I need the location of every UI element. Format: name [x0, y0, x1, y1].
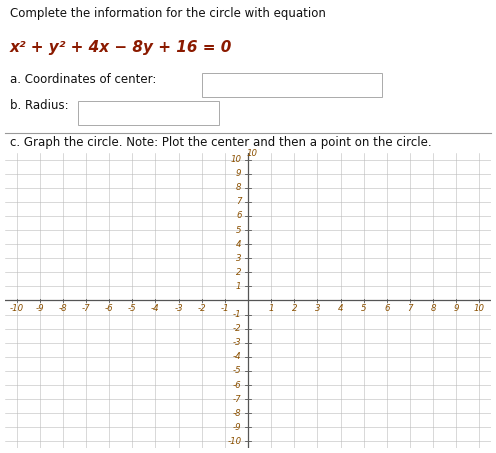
Text: -6: -6	[233, 381, 242, 390]
Text: 5: 5	[361, 304, 367, 313]
FancyBboxPatch shape	[202, 72, 382, 97]
Text: 8: 8	[431, 304, 436, 313]
Text: 10: 10	[231, 155, 242, 164]
Text: b. Radius:: b. Radius:	[10, 99, 68, 112]
Text: -5: -5	[233, 366, 242, 376]
Text: -10: -10	[227, 437, 242, 446]
Text: 6: 6	[384, 304, 390, 313]
Text: a. Coordinates of center:: a. Coordinates of center:	[10, 72, 156, 86]
Text: -5: -5	[128, 304, 136, 313]
Text: -2: -2	[233, 324, 242, 333]
Text: x² + y² + 4x − 8y + 16 = 0: x² + y² + 4x − 8y + 16 = 0	[10, 40, 232, 55]
Text: 10: 10	[474, 304, 485, 313]
Text: 4: 4	[338, 304, 343, 313]
Text: 9: 9	[453, 304, 459, 313]
Text: 8: 8	[236, 183, 242, 192]
Text: 3: 3	[236, 254, 242, 263]
Text: Complete the information for the circle with equation: Complete the information for the circle …	[10, 8, 326, 20]
Text: -1: -1	[233, 310, 242, 319]
Text: 4: 4	[236, 240, 242, 249]
Text: 7: 7	[236, 198, 242, 206]
Text: 1: 1	[268, 304, 274, 313]
Text: -8: -8	[233, 409, 242, 418]
Text: 5: 5	[236, 226, 242, 235]
Text: 9: 9	[236, 169, 242, 178]
Text: -4: -4	[151, 304, 160, 313]
Text: -9: -9	[233, 423, 242, 432]
Text: 2: 2	[236, 268, 242, 277]
Text: -6: -6	[105, 304, 114, 313]
Text: -10: -10	[9, 304, 24, 313]
Text: -7: -7	[82, 304, 90, 313]
Text: -3: -3	[174, 304, 183, 313]
Text: c. Graph the circle. Note: Plot the center and then a point on the circle.: c. Graph the circle. Note: Plot the cent…	[10, 136, 432, 149]
Text: -1: -1	[221, 304, 229, 313]
Text: 1: 1	[236, 282, 242, 291]
Text: -3: -3	[233, 338, 242, 347]
FancyBboxPatch shape	[78, 101, 219, 125]
Text: 2: 2	[292, 304, 297, 313]
Text: 6: 6	[236, 212, 242, 221]
Text: -2: -2	[197, 304, 206, 313]
Text: 7: 7	[407, 304, 413, 313]
Text: 10: 10	[247, 149, 257, 158]
Text: -4: -4	[233, 352, 242, 361]
Text: -7: -7	[233, 395, 242, 404]
Text: -8: -8	[59, 304, 67, 313]
Text: 3: 3	[314, 304, 320, 313]
Text: -9: -9	[35, 304, 44, 313]
